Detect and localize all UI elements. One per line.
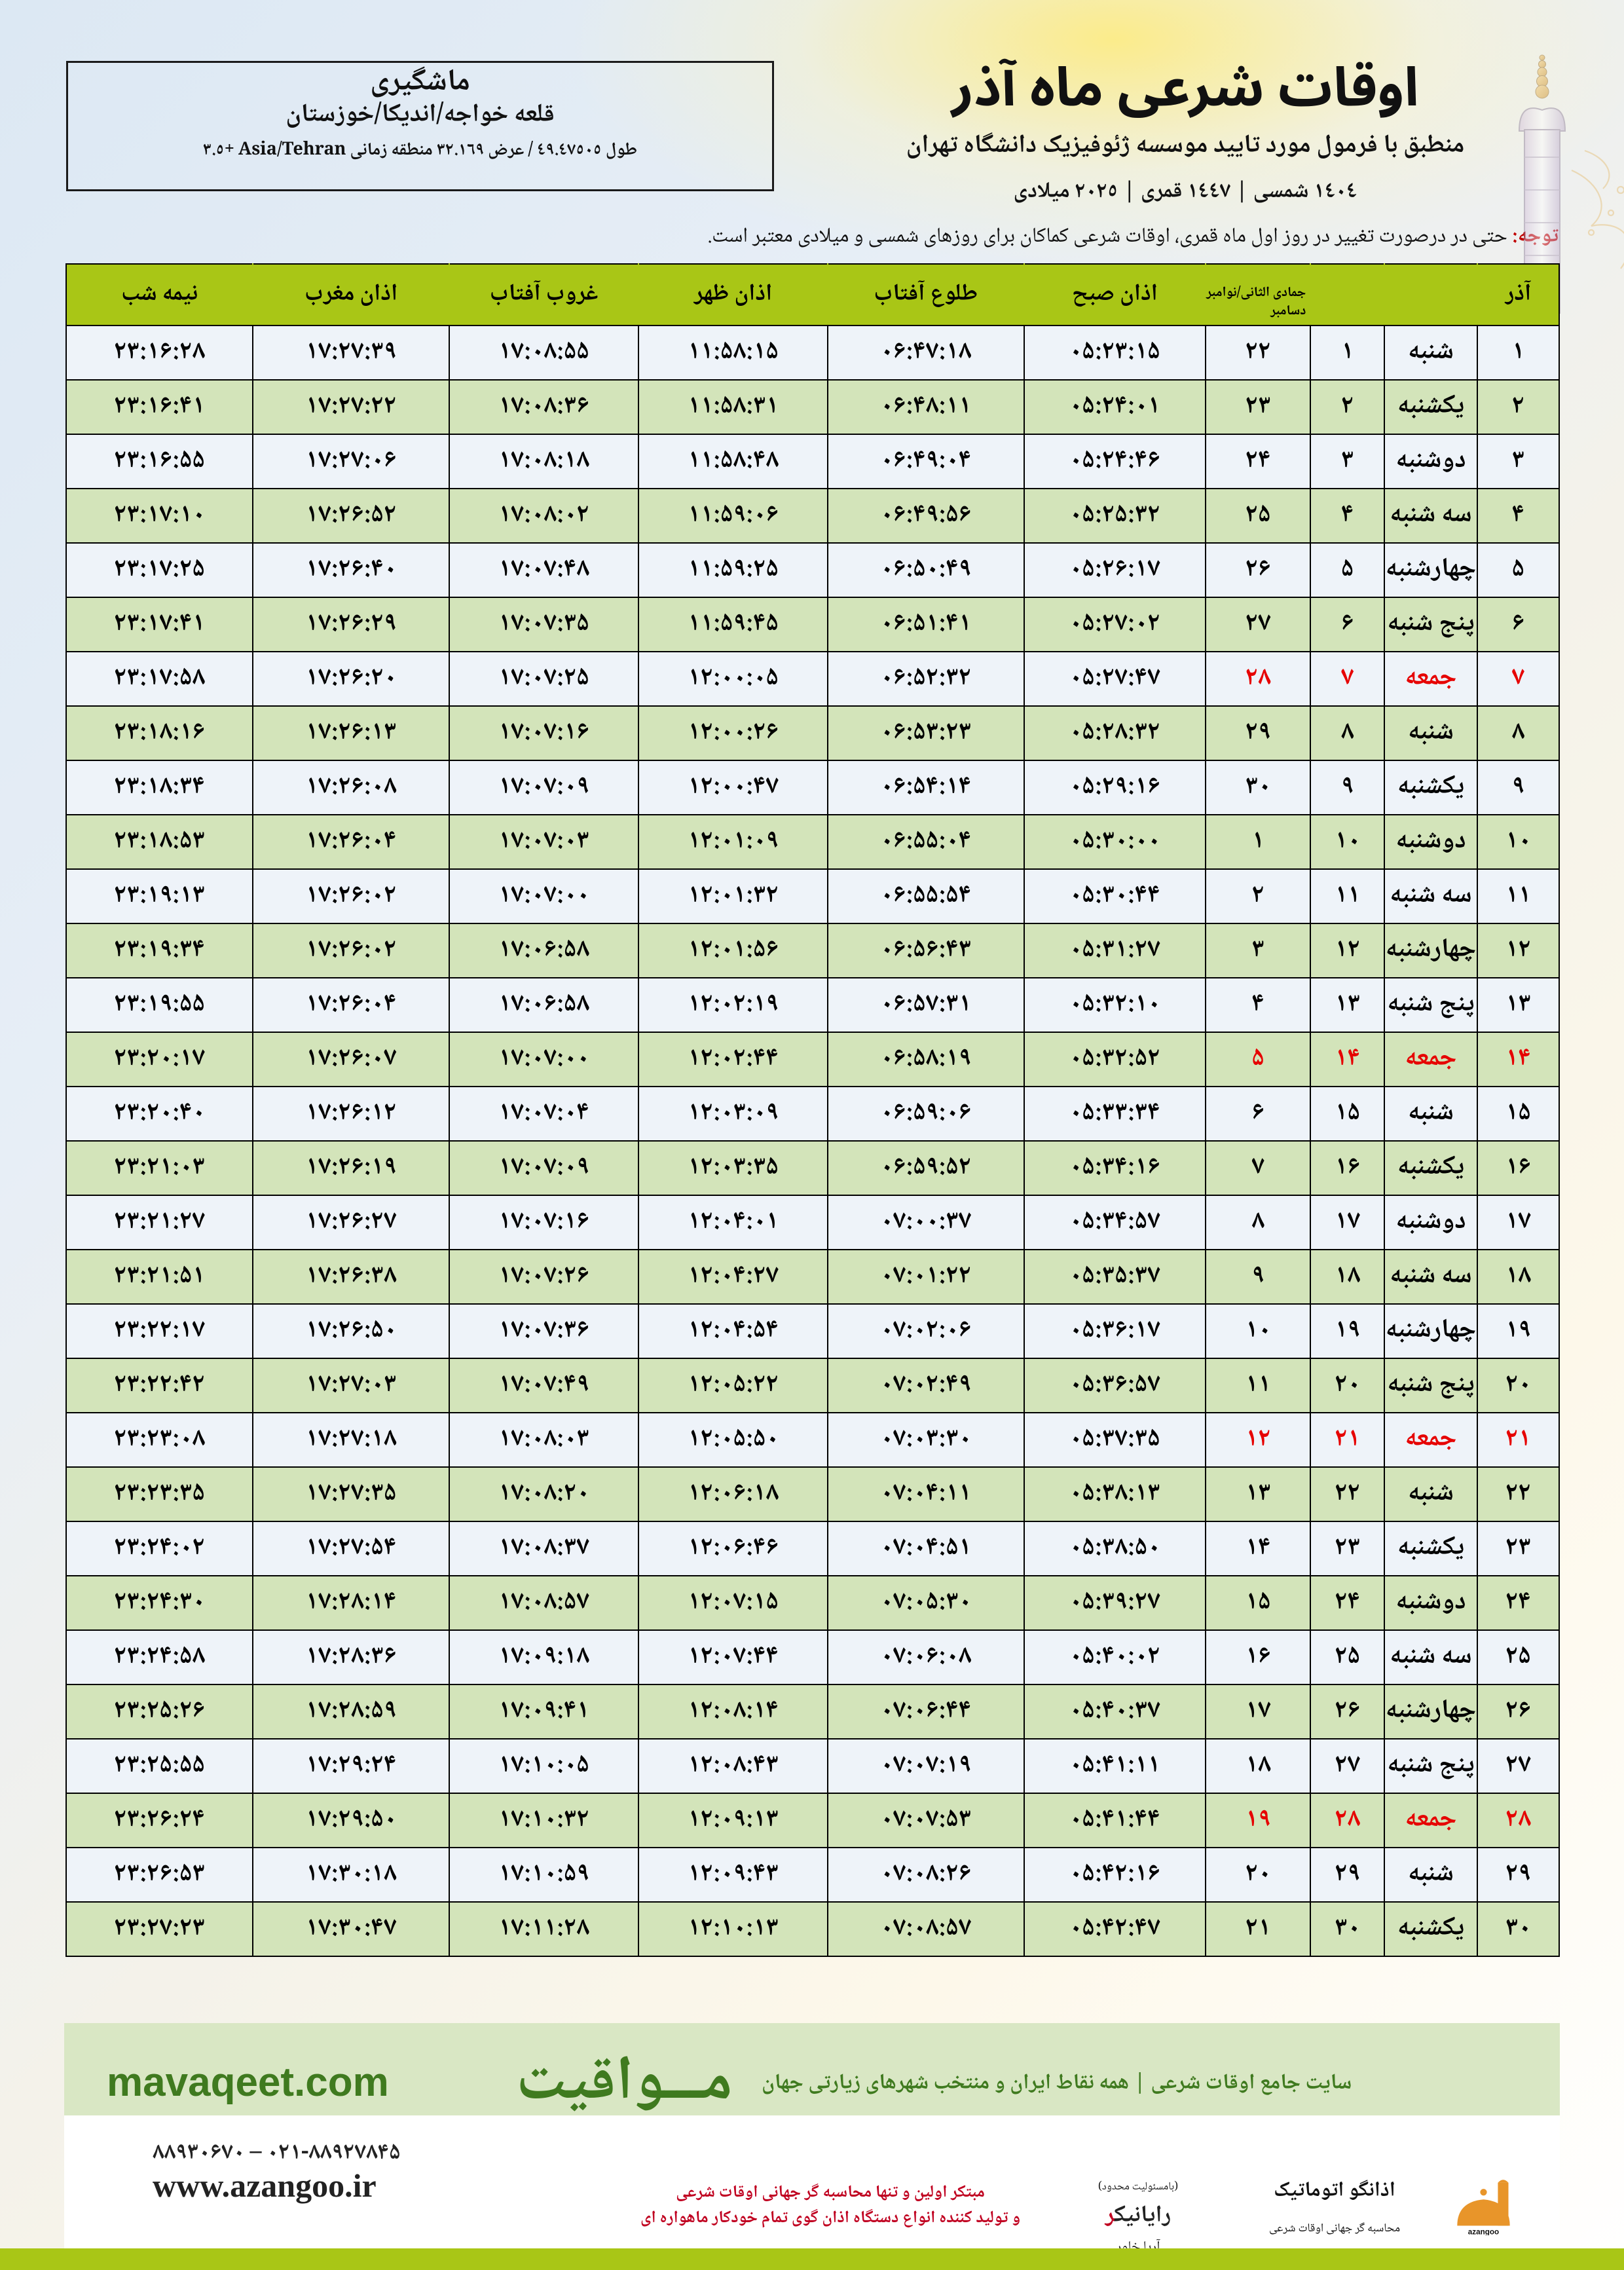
svg-text:azangoo: azangoo — [1468, 2228, 1499, 2235]
